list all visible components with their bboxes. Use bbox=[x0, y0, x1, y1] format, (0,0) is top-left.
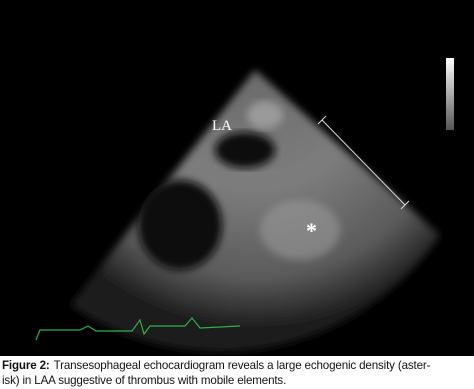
echo-density bbox=[247, 101, 283, 129]
depth-scale-tick bbox=[400, 200, 410, 210]
caption-line: Figure 2: Transesophageal echocardiogram … bbox=[2, 358, 472, 373]
asterisk-marker: * bbox=[306, 218, 317, 243]
gray-scale-bar bbox=[446, 58, 454, 130]
caption-line: isk) in LAA suggestive of thrombus with … bbox=[2, 373, 472, 388]
echocardiogram-image: LA * bbox=[0, 0, 474, 356]
ultrasound-sector bbox=[70, 70, 440, 352]
caption-text: Transesophageal echocardiogram reveals a… bbox=[53, 359, 431, 372]
echo-density bbox=[260, 200, 340, 260]
caption-text: isk) in LAA suggestive of thrombus with … bbox=[2, 374, 287, 387]
ecg-trace bbox=[35, 317, 241, 341]
cavity bbox=[138, 180, 222, 270]
depth-scale bbox=[321, 119, 406, 206]
figure-caption: Figure 2: Transesophageal echocardiogram … bbox=[2, 358, 472, 388]
cavity bbox=[215, 132, 275, 168]
caption-label: Figure 2: bbox=[2, 359, 50, 372]
depth-scale-tick bbox=[317, 115, 327, 125]
chamber-label: LA bbox=[212, 118, 232, 134]
